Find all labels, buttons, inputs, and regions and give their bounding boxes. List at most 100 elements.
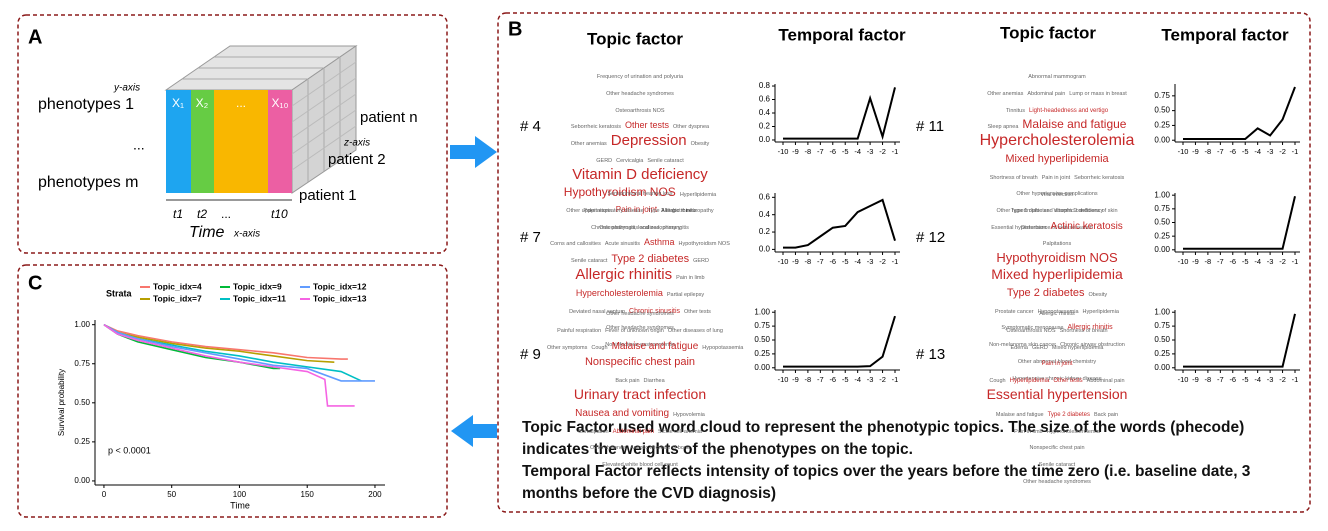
x-tick-label: -10: [1178, 257, 1189, 266]
cloud-word: Frequency of urination and polyuria: [596, 74, 684, 80]
cloud-word: Essential hypertension: [986, 385, 1128, 402]
cloud-word: Cough: [591, 344, 608, 351]
temporal-line: [1183, 86, 1296, 141]
cloud-word: Prostate cancer: [995, 308, 1034, 315]
patient-label: patient 2: [328, 151, 386, 168]
cube-stripes: [291, 61, 357, 171]
legend-label: Topic_idx=7: [153, 293, 202, 303]
x-tick-label: 100: [233, 490, 247, 499]
y-tick-label: 0.00: [1154, 135, 1170, 144]
column-label: X₁: [172, 96, 184, 110]
cloud-word: Hypovolemia: [673, 411, 705, 418]
cloud-word: Seborrheic keratosis: [1074, 174, 1125, 181]
cloud-line: Painful respiration Fever of unknown orig…: [545, 320, 735, 337]
word-cloud: Other headache syndromes Painful respirat…: [545, 303, 743, 471]
cloud-word: Type 1 diabetes: [1010, 207, 1050, 214]
time-label: t1: [173, 207, 183, 221]
cloud-word: Fever of unknown origin: [605, 327, 664, 334]
axis-title: Time: [189, 224, 225, 241]
cloud-word: Palpitations: [583, 208, 612, 215]
row-label: phenotypes 1: [38, 96, 134, 113]
y-tick-label: 0.25: [1154, 231, 1170, 240]
cloud-line: Senile cataract: [962, 454, 1152, 471]
cloud-line: Hypertensive chronic kidney disease: [962, 368, 1152, 385]
cloud-line: Hypercholesterolemia: [962, 132, 1152, 150]
cloud-word: Other headache syndromes: [606, 90, 674, 97]
x-tick-label: -2: [879, 375, 886, 384]
cloud-word: Noninfectious gastroenteritis: [605, 342, 675, 349]
topic-id: # 7: [520, 229, 541, 246]
cloud-line: Malaise and fatigue Type 2 diabetes Back p…: [962, 404, 1152, 421]
cloud-word: Other anemias: [570, 141, 607, 148]
cloud-line: Abnormal mammogram: [962, 66, 1152, 83]
cloud-word: Other tests: [625, 120, 670, 131]
x-tick-label: -2: [879, 257, 886, 266]
x-tick-label: -8: [805, 257, 812, 266]
cloud-word: GERD: [596, 157, 613, 164]
column-label: X₂: [196, 96, 209, 110]
axis-label: y-axis: [113, 83, 140, 94]
cloud-word: Disturbance of skin sensation: [1021, 225, 1093, 232]
cloud-word: Osteoarthrosis, localized, primary: [599, 225, 681, 232]
cloud-line: Back pain Diarrhea: [545, 370, 735, 387]
cloud-line: Viral infection: [962, 184, 1152, 201]
cloud-word: Hypothyroidism NOS: [996, 250, 1118, 266]
cloud-word: Malaise and fatigue: [1022, 117, 1127, 132]
arrow-left: [451, 415, 497, 447]
x-tick-label: -6: [1229, 257, 1236, 266]
cloud-word: Mixed hyperlipidemia: [1005, 152, 1109, 165]
cloud-word: Senile cataract: [647, 157, 684, 164]
cloud-line: Other upper respiratory disease Type 2 di…: [545, 200, 735, 217]
x-tick-label: -4: [1254, 257, 1261, 266]
panel-label: C: [28, 272, 42, 294]
column-2: [191, 90, 214, 193]
y-tick-label: 0.8: [759, 81, 771, 90]
x-tick-label: -9: [1192, 147, 1199, 156]
row-dots: ...: [133, 137, 145, 153]
x-tick-label: -8: [805, 147, 812, 156]
cloud-line: GERD Cervicalgia Senile cataract: [545, 150, 735, 167]
y-tick-label: 0.50: [74, 398, 90, 407]
topic-id: # 13: [916, 346, 945, 363]
cube-layers: [182, 56, 341, 182]
y-tick-label: 0.00: [754, 363, 770, 372]
cloud-word: Other tests: [1053, 378, 1083, 385]
x-tick-label: -1: [1292, 257, 1299, 266]
cloud-line: Other anemias Abdominal pain Lump or mass …: [962, 83, 1152, 100]
cloud-word: Deviated nasal septum: [569, 308, 626, 315]
x-tick-label: -9: [1192, 375, 1199, 384]
survival-curve: [103, 323, 348, 360]
y-tick-label: 1.00: [754, 307, 770, 316]
x-tick-label: -6: [1229, 147, 1236, 156]
cloud-word: Other abnormal blood chemistry: [1017, 358, 1097, 365]
cloud-word: Hypothyroidism NOS: [563, 184, 676, 199]
cloud-line: Other hypertrophic and atrophic conditio…: [962, 200, 1152, 217]
cloud-word: Elevated white blood cell count: [602, 462, 678, 469]
cloud-line: Allergic rhinitis: [962, 303, 1152, 320]
x-tick-label: -8: [1205, 375, 1212, 384]
cloud-line: Sleep apnea Malaise and fatigue: [962, 116, 1152, 133]
x-tick-label: -9: [792, 375, 799, 384]
cloud-line: Essential hypertension Actinic keratosis: [962, 217, 1152, 234]
topic-id: # 9: [520, 346, 541, 363]
cloud-word: Shortness of breath: [989, 174, 1038, 181]
cloud-line: Other headache syndromes: [545, 303, 735, 320]
x-tick-label: -10: [1178, 147, 1189, 156]
cloud-word: Pain in limb: [676, 274, 705, 281]
panel-b-box: [497, 12, 1311, 513]
cloud-word: Sensorineural hearing loss: [607, 191, 673, 197]
y-tick-label: 0.00: [74, 476, 90, 485]
cloud-line: Other anemias Depression Obesity: [545, 133, 735, 150]
cloud-word: Other diseases of lung: [667, 327, 723, 334]
cloud-line: Hypothyroidism NOS Hyperlipidemia: [545, 184, 735, 201]
panel-label: B: [508, 18, 522, 40]
x-tick-label: 0: [102, 490, 107, 499]
x-tick-label: -1: [892, 257, 899, 266]
x-tick-label: -7: [817, 147, 824, 156]
survival-curve: [103, 323, 362, 382]
cloud-word: Shortness of breath: [1059, 327, 1108, 334]
cloud-line: Non-melanoma skin cancer Chronic airway o…: [962, 334, 1152, 351]
cloud-word: Type 2 diabetes: [1047, 411, 1090, 418]
x-tick-label: -5: [1242, 147, 1249, 156]
row-label: phenotypes m: [38, 174, 139, 191]
